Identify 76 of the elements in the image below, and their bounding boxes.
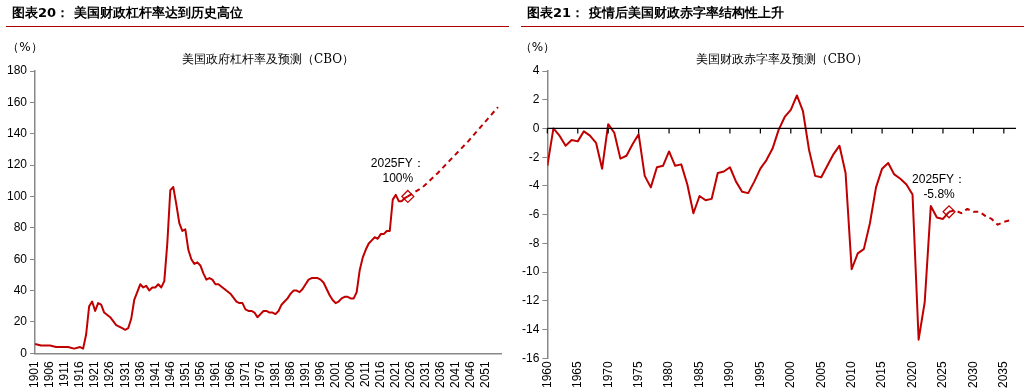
x-tick-label: 2005 [813,360,828,389]
x-tick-label: 1901 [27,360,42,389]
x-tick-label: 1971 [237,360,252,389]
x-tick-label: 2001 [327,360,342,389]
y-tick-label: -4 [528,178,540,193]
y-tick-label: -12 [522,293,540,308]
x-tick-label: 1981 [267,360,282,389]
x-tick-label: 2046 [463,360,478,389]
y-tick-label: -16 [522,350,540,365]
y-tick-label: -10 [522,264,540,279]
x-tick-label: 2000 [783,360,798,389]
x-tick-label: 1985 [691,360,706,389]
annotation: 2025FY： 100% [370,156,425,186]
annotation: 2025FY： -5.8% [912,171,967,201]
y-tick-label: 100 [6,188,28,203]
y-tick-label: 180 [6,63,28,78]
chart-title: 图表21： 疫情后美国财政赤字率结构性上升 [521,0,1024,27]
x-tick-label: 1916 [72,360,87,389]
x-tick-label: 1995 [752,360,767,389]
y-tick-label: 0 [532,120,540,135]
chart-title: 图表20： 美国财政杠杆率达到历史高位 [6,0,509,27]
x-tick-label: 2035 [996,360,1011,389]
x-tick-label: 2006 [343,360,357,389]
x-tick-label: 1986 [282,360,297,389]
y-tick-label: 140 [6,126,28,141]
y-tick-label: 4 [532,63,540,78]
x-tick-label: 1960 [539,360,554,389]
x-tick-label: 2031 [418,360,433,389]
x-tick-label: 1931 [117,360,132,389]
x-tick-label: 1991 [297,360,312,389]
x-tick-label: 1926 [102,360,117,389]
y-tick-label: -8 [528,235,540,250]
y-axis-title: （%） [519,40,556,54]
x-tick-label: 2036 [433,360,448,389]
x-tick-label: 1970 [600,360,615,389]
y-tick-label: -2 [528,149,540,164]
y-tick-label: 160 [6,94,28,109]
x-tick-label: 1956 [192,360,207,389]
x-tick-label: 1946 [162,360,177,389]
y-tick-label: -14 [522,321,540,336]
y-tick-label: 120 [6,157,28,172]
x-tick-label: 2026 [403,360,418,389]
x-tick-label: 2011 [358,360,373,388]
y-tick-label: 40 [13,282,28,297]
y-tick-label: 2 [532,92,540,107]
x-tick-label: 1976 [252,360,267,389]
x-tick-label: 2041 [448,360,463,389]
x-tick-label: 1996 [312,360,327,389]
y-tick-label: 80 [13,220,28,235]
x-tick-label: 1911 [57,360,72,388]
x-tick-label: 1951 [177,360,192,389]
x-tick-label: 2016 [373,360,388,389]
x-tick-label: 1966 [222,360,237,389]
x-tick-label: 1980 [661,360,676,389]
x-tick-label: 2051 [478,360,493,389]
x-tick-label: 2025 [935,360,950,389]
chart-subtitle: 美国政府杠杆率及预测（CBO） [181,52,355,66]
x-tick-label: 1990 [722,360,737,389]
x-tick-label: 2021 [388,360,403,389]
x-tick-label: 1921 [87,360,102,389]
y-tick-label: 60 [13,251,28,266]
y-tick-label: -6 [528,206,540,221]
x-tick-label: 1965 [570,360,585,389]
y-tick-label: 0 [20,345,28,360]
x-tick-label: 1906 [42,360,57,389]
chart-subtitle: 美国财政赤字率及预测（CBO） [695,52,868,66]
x-tick-label: 1936 [132,360,147,389]
x-tick-label: 2015 [874,360,889,389]
x-tick-label: 2020 [904,360,919,389]
x-tick-label: 1975 [630,360,645,389]
y-tick-label: 20 [13,314,28,329]
x-tick-label: 1961 [207,360,222,389]
y-axis-title: （%） [7,40,43,54]
x-tick-label: 1941 [147,360,162,389]
x-tick-label: 2030 [965,360,980,389]
x-tick-label: 2010 [843,360,858,389]
